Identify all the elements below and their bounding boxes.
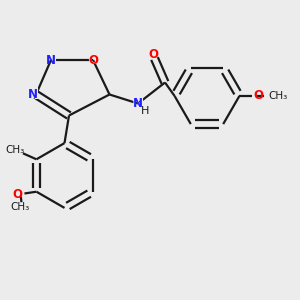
Text: O: O: [254, 89, 263, 103]
Text: O: O: [12, 188, 22, 201]
Text: O: O: [87, 52, 99, 68]
Text: O: O: [88, 53, 98, 67]
Text: N: N: [133, 97, 143, 110]
Text: N: N: [132, 96, 144, 111]
Text: N: N: [46, 53, 56, 67]
Text: CH₃: CH₃: [10, 202, 30, 212]
Text: N: N: [26, 87, 39, 102]
Text: N: N: [45, 52, 57, 68]
Text: N: N: [27, 88, 38, 101]
Text: O: O: [148, 48, 158, 61]
Text: CH₃: CH₃: [6, 145, 25, 155]
Text: CH₃: CH₃: [268, 91, 287, 101]
Text: H: H: [141, 106, 150, 116]
